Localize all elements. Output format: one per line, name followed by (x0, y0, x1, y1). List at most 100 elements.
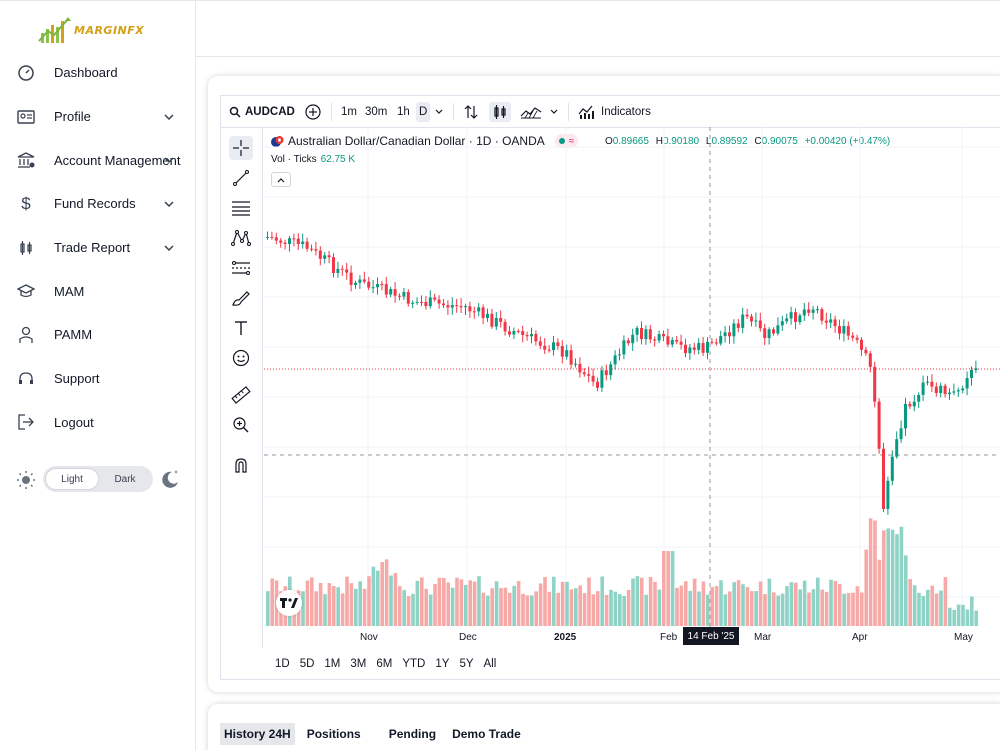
sidebar-nav: Dashboard Profile Account Management $ F… (0, 51, 196, 444)
candle-body (538, 341, 542, 346)
symbol-search[interactable]: AUDCAD (229, 102, 295, 122)
collapse-legend-button[interactable] (271, 172, 291, 187)
volume-bar (899, 526, 904, 626)
candle-body (428, 297, 432, 307)
range-1d[interactable]: 1D (275, 658, 290, 670)
volume-bar (842, 593, 846, 626)
chart-type-dropdown[interactable] (549, 102, 559, 122)
candle-body (666, 336, 670, 345)
fib-tool[interactable] (229, 196, 253, 220)
sidebar-item-logout[interactable]: Logout (0, 401, 196, 445)
sidebar-item-fund-records[interactable]: $ Fund Records (0, 182, 196, 226)
area-style-button[interactable] (520, 102, 542, 122)
sun-icon[interactable] (16, 470, 36, 490)
sidebar-item-account-management[interactable]: Account Management (0, 138, 196, 182)
range-5y[interactable]: 5Y (459, 658, 474, 670)
candle-body (789, 312, 793, 319)
interval-1h[interactable]: 1h (397, 106, 410, 118)
crosshair-date-label: 14 Feb '25 (683, 627, 739, 645)
volume-bar (560, 581, 565, 626)
zoom-tool[interactable] (229, 413, 253, 437)
candle-body (745, 314, 749, 317)
candle-body (516, 330, 520, 332)
candle-body (692, 347, 696, 350)
emoji-tool[interactable] (229, 346, 253, 370)
trades-card (208, 704, 1000, 750)
chevron-down-icon[interactable] (162, 197, 176, 211)
pattern-tool[interactable] (229, 226, 253, 250)
sidebar-item-profile[interactable]: Profile (0, 95, 196, 139)
volume-bar (802, 580, 807, 626)
candle-body (301, 241, 305, 244)
candle-body (807, 309, 811, 313)
chevron-down-icon[interactable] (162, 241, 176, 255)
chevron-down-icon[interactable] (162, 110, 176, 124)
brush-tool[interactable] (229, 286, 253, 310)
range-ytd[interactable]: YTD (402, 658, 426, 670)
candle-body (609, 364, 613, 376)
candle-body (472, 311, 476, 313)
theme-option-dark[interactable]: Dark (114, 473, 136, 485)
chart-title[interactable]: Australian Dollar/Canadian Dollar · 1D ·… (288, 134, 545, 148)
chevron-down-icon[interactable] (162, 153, 176, 167)
toolbar-divider (453, 103, 454, 121)
volume-bar (732, 582, 736, 626)
interval-30m[interactable]: 30m (365, 106, 388, 118)
volume-bar (961, 604, 965, 626)
sidebar-item-pamm[interactable]: PAMM (0, 313, 196, 357)
price-chart[interactable] (264, 127, 1000, 627)
crosshair-tool[interactable] (229, 136, 253, 160)
tab-history-24h[interactable]: History 24H (220, 723, 295, 745)
interval-1m[interactable]: 1m (341, 106, 357, 118)
volume-bar (851, 592, 855, 626)
volume-bar (574, 588, 578, 626)
bar-replay-button[interactable] (463, 102, 479, 122)
volume-bar (420, 577, 424, 626)
candle-body (921, 382, 925, 395)
trend-line-tool[interactable] (229, 166, 253, 190)
indicators-button[interactable]: Indicators (578, 102, 651, 122)
theme-option-light[interactable]: Light (45, 468, 99, 490)
brand-logo[interactable]: MARGINFX (38, 13, 168, 47)
toolbar-divider (331, 103, 332, 121)
candle-body (512, 330, 516, 335)
sidebar-item-mam[interactable]: MAM (0, 269, 196, 313)
volume-bar (481, 592, 486, 626)
tab-pending[interactable]: Pending (388, 727, 437, 741)
interval-d[interactable]: D (416, 102, 431, 122)
sidebar-item-support[interactable]: Support (0, 357, 196, 401)
tab-positions[interactable]: Positions (306, 727, 361, 741)
market-status-badge[interactable]: ≈ (554, 134, 579, 148)
volume-bar (362, 588, 367, 626)
interval-dropdown[interactable] (434, 102, 444, 122)
magnet-tool[interactable] (229, 453, 253, 477)
candle-body (794, 312, 797, 322)
volume-bar (943, 577, 948, 626)
volume-bar (380, 562, 384, 626)
measure-tool[interactable] (229, 383, 253, 407)
range-3m[interactable]: 3M (350, 658, 367, 670)
candle-body (719, 336, 723, 344)
candle-body (631, 334, 635, 344)
tab-demo-trade[interactable]: Demo Trade (452, 727, 521, 741)
tradingview-logo[interactable] (276, 590, 302, 616)
candle-body (314, 249, 318, 251)
text-tool[interactable] (229, 316, 253, 340)
volume-bar (868, 518, 873, 626)
volume-bar (398, 586, 402, 626)
forecast-tool[interactable] (229, 256, 253, 280)
compare-symbol-button[interactable] (305, 102, 321, 122)
range-1y[interactable]: 1Y (435, 658, 450, 670)
range-all[interactable]: All (483, 658, 497, 670)
theme-toggle[interactable]: Light Dark (43, 466, 153, 492)
chart-grid (264, 127, 1000, 627)
candles-style-button[interactable] (489, 102, 511, 122)
range-6m[interactable]: 6M (376, 658, 393, 670)
range-1m[interactable]: 1M (324, 658, 341, 670)
candle-body (622, 340, 626, 355)
range-5d[interactable]: 5D (299, 658, 315, 670)
candle-body (393, 289, 397, 296)
moon-icon[interactable] (159, 468, 181, 490)
sidebar-item-dashboard[interactable]: Dashboard (0, 51, 196, 95)
sidebar-item-trade-report[interactable]: Trade Report (0, 226, 196, 270)
